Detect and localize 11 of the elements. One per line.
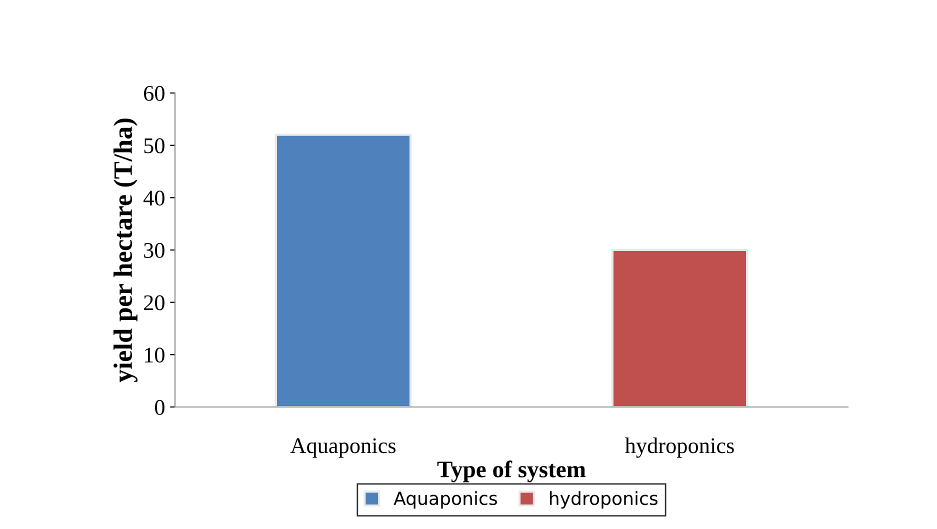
legend-label: hydroponics bbox=[550, 491, 658, 509]
y-tick-label: 10 bbox=[145, 348, 164, 363]
y-tick-label: 40 bbox=[143, 190, 164, 206]
x-axis-title: Type of system bbox=[437, 460, 586, 482]
y-tick-label: 50 bbox=[144, 138, 164, 154]
y-tick-label: 60 bbox=[144, 86, 164, 101]
y-tick-label: 0 bbox=[155, 400, 164, 415]
legend-label: Aquaponics bbox=[394, 491, 497, 509]
y-tick-label: 20 bbox=[144, 295, 164, 310]
y-tick-label: 30 bbox=[144, 242, 164, 258]
y-axis-title: yield per hectare (T/ha) bbox=[113, 118, 138, 382]
